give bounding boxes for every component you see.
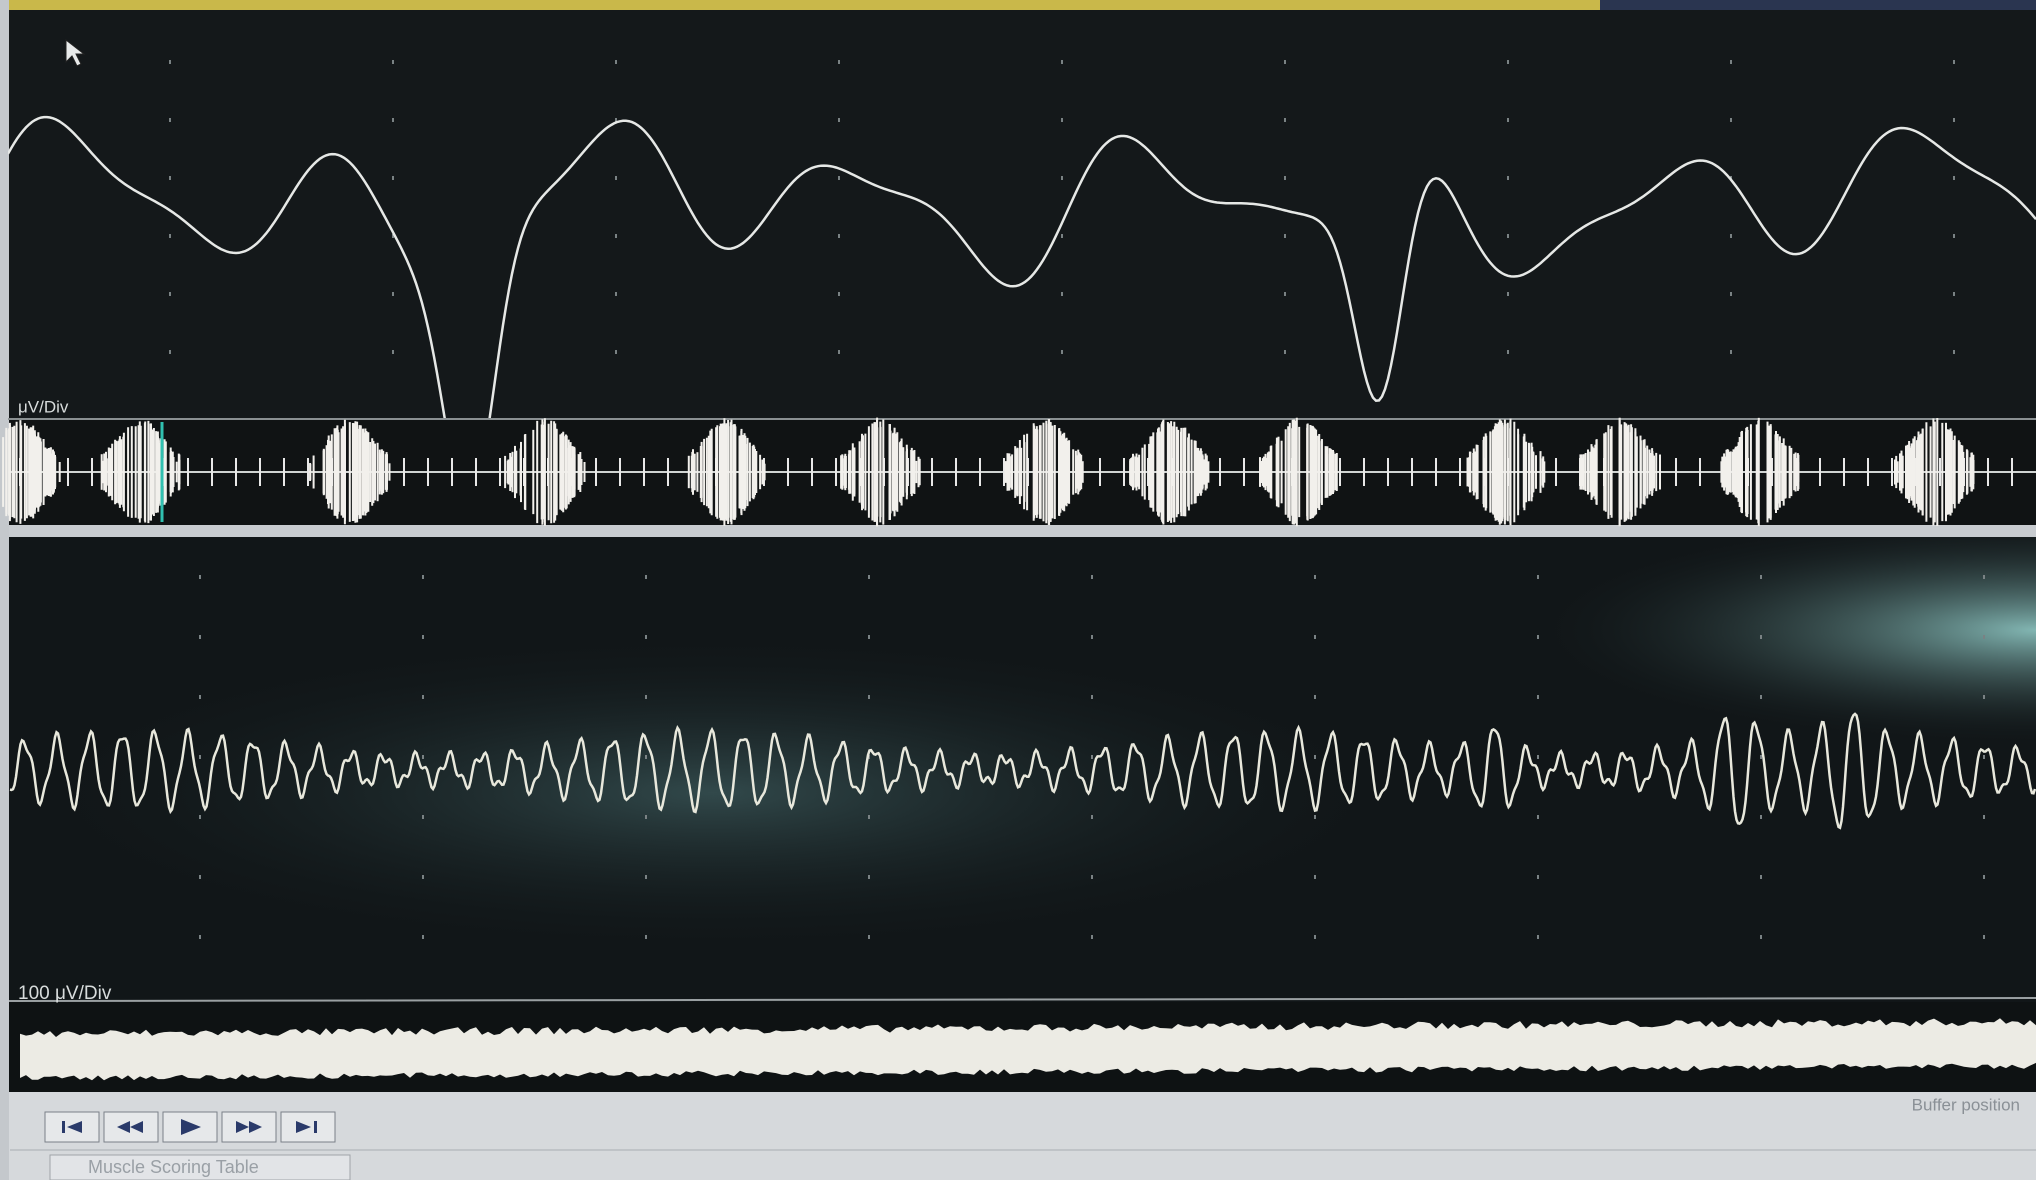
window-edge (0, 0, 9, 1180)
screen: μV/Div 100 μV/Div Buffer position Muscle… (0, 0, 2036, 1180)
playback-controls (45, 1112, 335, 1142)
button-last[interactable] (281, 1112, 335, 1142)
button-rewind[interactable] (104, 1112, 158, 1142)
tab-label: Muscle Scoring Table (88, 1157, 259, 1177)
button-first[interactable] (45, 1112, 99, 1142)
toolbar-strip-top (0, 525, 2036, 537)
panel-top (0, 10, 2036, 420)
scale-label: μV/Div (18, 397, 69, 416)
tab[interactable]: Muscle Scoring Table (50, 1155, 350, 1180)
scale-label: 100 μV/Div (18, 983, 112, 1004)
window-bar-right (1600, 0, 2036, 10)
button-play[interactable] (163, 1112, 217, 1142)
buffer-label: Buffer position (1912, 1095, 2020, 1114)
page: μV/Div 100 μV/Div Buffer position Muscle… (0, 0, 2036, 1180)
button-forward[interactable] (222, 1112, 276, 1142)
